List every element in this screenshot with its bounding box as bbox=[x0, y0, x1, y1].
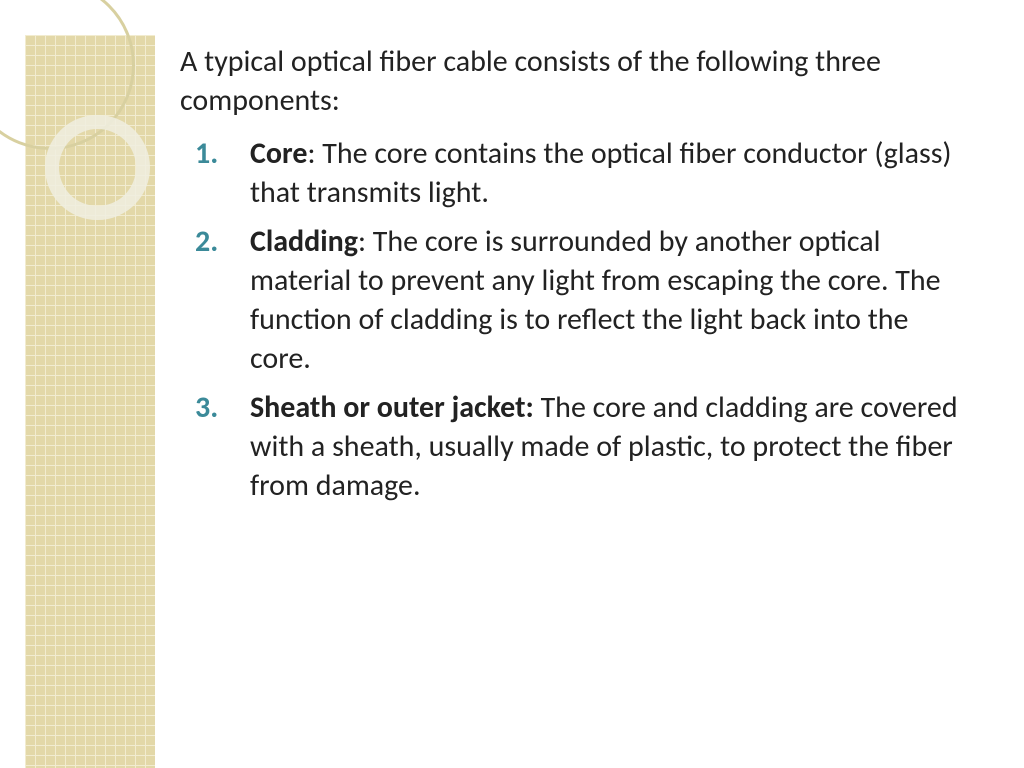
list-item: Cladding: The core is surrounded by anot… bbox=[250, 222, 960, 378]
component-list: Core: The core contains the optical fibe… bbox=[180, 134, 960, 505]
intro-text: A typical optical fiber cable consists o… bbox=[180, 42, 960, 120]
slide-content: A typical optical fiber cable consists o… bbox=[180, 42, 960, 515]
term: Core bbox=[250, 135, 307, 172]
sep: : bbox=[307, 135, 322, 172]
decorative-circle-small bbox=[45, 115, 150, 220]
term: Cladding bbox=[250, 223, 358, 260]
sep: : bbox=[358, 223, 373, 260]
description: The core contains the optical fiber cond… bbox=[250, 135, 952, 211]
term: Sheath or outer jacket: bbox=[250, 389, 534, 426]
list-item: Sheath or outer jacket: The core and cla… bbox=[250, 388, 960, 505]
list-item: Core: The core contains the optical fibe… bbox=[250, 134, 960, 212]
decorative-sidebar bbox=[0, 0, 155, 768]
sep bbox=[534, 389, 541, 426]
